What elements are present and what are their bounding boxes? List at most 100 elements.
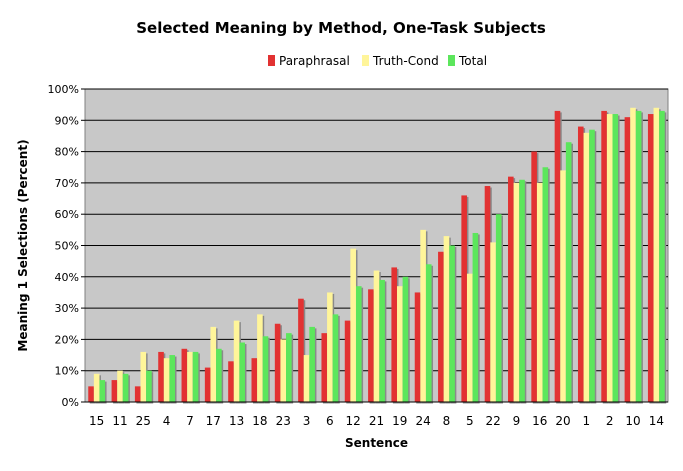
bar [122, 373, 129, 402]
bar [158, 351, 164, 402]
y-tick-label: 20% [55, 333, 79, 346]
bar [606, 114, 613, 402]
bar [542, 167, 549, 402]
x-tick-label: 11 [112, 414, 127, 428]
bar [472, 232, 479, 402]
bar [355, 286, 362, 402]
y-tick-label: 60% [55, 208, 79, 221]
x-tick-label: 18 [252, 414, 267, 428]
y-tick-label: 80% [55, 146, 79, 159]
bar [612, 114, 619, 402]
bar [93, 373, 100, 402]
x-tick-label: 21 [369, 414, 384, 428]
x-tick-label: 23 [276, 414, 291, 428]
bar [99, 380, 106, 402]
bar [653, 107, 660, 402]
x-tick-label: 4 [163, 414, 171, 428]
bar [327, 292, 333, 402]
bar [262, 336, 269, 402]
x-tick-label: 8 [443, 414, 451, 428]
bar [490, 242, 496, 402]
bar [402, 276, 409, 402]
bar [397, 286, 403, 402]
bar [420, 229, 426, 402]
bar [187, 351, 193, 402]
x-tick-label: 6 [326, 414, 334, 428]
bar [484, 186, 491, 402]
bar [438, 251, 444, 402]
y-axis-label: Meaning 1 Selections (Percent) [16, 139, 30, 351]
bar [391, 267, 398, 402]
x-tick-label: 7 [186, 414, 194, 428]
bar [350, 248, 356, 402]
x-tick-label: 25 [136, 414, 151, 428]
x-tick-label: 20 [555, 414, 570, 428]
x-tick-label: 2 [606, 414, 614, 428]
x-tick-label: 12 [346, 414, 361, 428]
bar [169, 355, 176, 402]
bar [111, 380, 118, 402]
bar [309, 326, 315, 402]
x-tick-label: 5 [466, 414, 474, 428]
bars [88, 107, 667, 404]
x-axis-ticks: 15 11 25 4 7 17 13 18 23 3 6 12 21 19 24 8 5 22 9 16 20 1 2 10 1… [85, 401, 668, 428]
x-tick-label: 19 [392, 414, 407, 428]
bar [624, 117, 631, 403]
legend-swatch [362, 55, 369, 66]
bar [565, 142, 572, 402]
bar [332, 314, 339, 402]
x-tick-label: 22 [485, 414, 500, 428]
bar [251, 358, 258, 402]
y-tick-label: 30% [55, 302, 79, 315]
y-tick-label: 70% [55, 177, 79, 190]
bar [181, 348, 188, 402]
bar [577, 126, 584, 402]
bar [508, 176, 514, 402]
bar [117, 370, 123, 402]
y-tick-label: 40% [55, 271, 79, 284]
legend-label: Total [458, 54, 487, 68]
bar [513, 182, 520, 402]
x-tick-label: 10 [625, 414, 640, 428]
bar [344, 320, 351, 402]
bar [257, 314, 263, 402]
bar [647, 114, 654, 402]
bar [239, 342, 245, 402]
bar [163, 358, 170, 402]
bar [531, 151, 537, 402]
bar [659, 110, 665, 402]
bar [274, 323, 281, 402]
bar [519, 179, 525, 402]
bar [630, 107, 636, 402]
legend: Paraphrasal Truth-Cond Total [268, 54, 487, 68]
bar [216, 348, 222, 402]
x-tick-label: 3 [303, 414, 311, 428]
bar [495, 214, 502, 402]
x-tick-label: 16 [532, 414, 547, 428]
bar [554, 110, 561, 402]
x-tick-label: 17 [206, 414, 221, 428]
bar [635, 110, 642, 402]
bar [373, 270, 380, 402]
chart-title: Selected Meaning by Method, One-Task Sub… [136, 19, 546, 37]
x-tick-label: 24 [415, 414, 430, 428]
bar [449, 245, 455, 402]
bar [280, 339, 287, 402]
bar [233, 320, 240, 402]
bar [443, 236, 450, 402]
bar [601, 110, 607, 402]
bar [146, 370, 152, 402]
legend-label: Truth-Cond [372, 54, 439, 68]
bar [466, 273, 473, 402]
y-tick-label: 0% [62, 396, 79, 409]
bar [140, 351, 147, 402]
legend-label: Paraphrasal [279, 54, 350, 68]
x-tick-label: 9 [513, 414, 521, 428]
bar [461, 195, 467, 402]
bar [414, 292, 421, 402]
bar [210, 326, 217, 402]
bar [368, 289, 374, 402]
x-axis-label: Sentence [345, 436, 408, 450]
